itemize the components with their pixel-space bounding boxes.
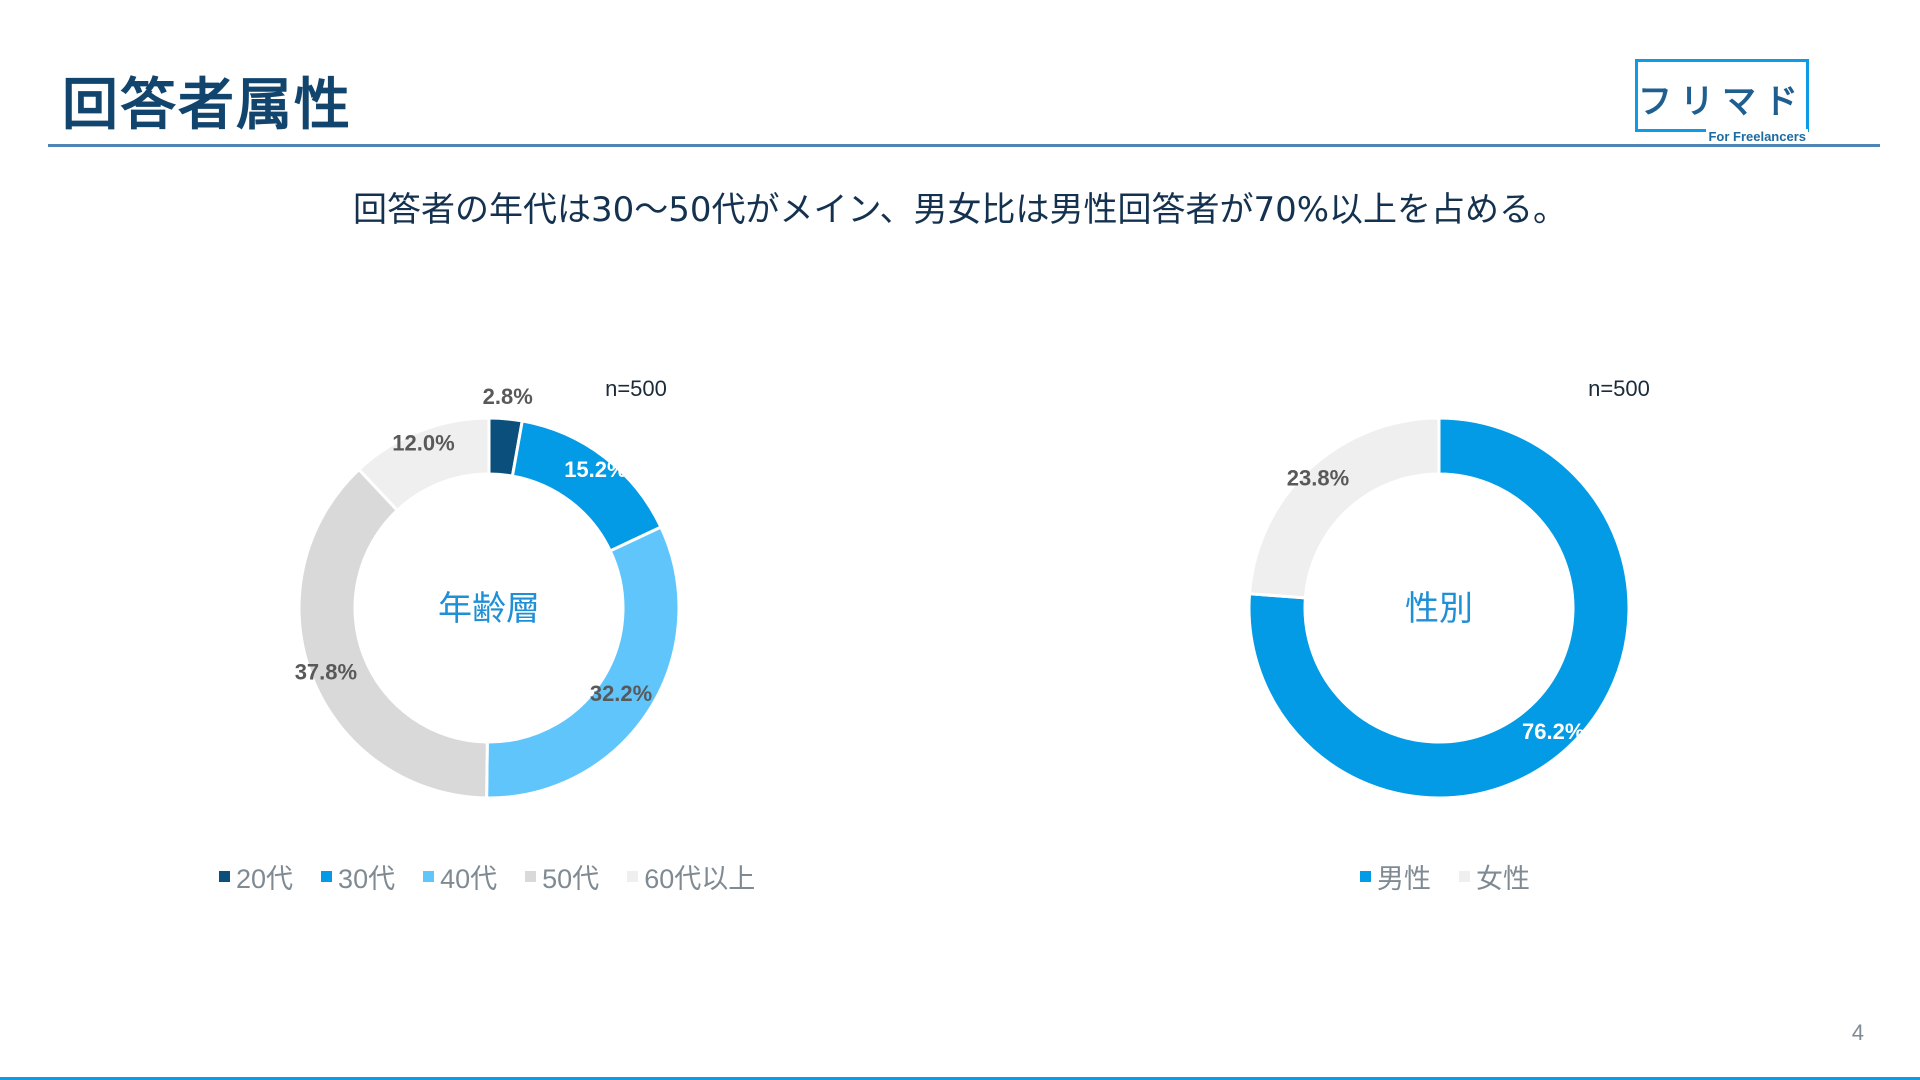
age-legend: 20代 30代 40代 50代 60代以上 (219, 857, 755, 896)
donut-segment-2 (485, 525, 681, 800)
legend-label: 20代 (236, 864, 294, 894)
legend-label: 30代 (338, 864, 396, 894)
legend-label: 女性 (1476, 864, 1530, 894)
slide-subtitle: 回答者の年代は30〜50代がメイン、男女比は男性回答者が70%以上を占める。 (352, 190, 1568, 230)
legend-item: 20代 (219, 857, 293, 896)
legend-label: 60代以上 (644, 864, 756, 894)
legend-item: 30代 (321, 857, 395, 896)
age-donut-chart: 2.8% 15.2% 32.2% 37.8% 12.0% 年齢層 n=500 (226, 360, 746, 900)
legend-swatch (525, 871, 537, 882)
legend-swatch (1459, 871, 1470, 882)
data-label-3: 37.8% (295, 659, 357, 684)
page-title: 回答者属性 (62, 73, 352, 138)
donut-segment-4 (356, 416, 491, 513)
legend-swatch (219, 871, 230, 882)
data-label-2: 32.2% (590, 681, 652, 706)
donut-segment-1 (510, 419, 663, 553)
legend-swatch (423, 871, 435, 882)
donut-center-title: 年齢層 (438, 589, 540, 629)
title-divider (48, 144, 1880, 147)
sample-size-note: n=500 (605, 376, 667, 401)
legend-item: 60代以上 (627, 857, 755, 896)
legend-swatch (321, 871, 333, 882)
data-label-0: 76.2% (1522, 719, 1584, 744)
gender-donut-chart: 76.2% 23.8% 性別 n=500 (1176, 360, 1696, 900)
legend-swatch (1360, 871, 1371, 882)
legend-label: 男性 (1377, 864, 1431, 894)
gender-legend: 男性 女性 (1360, 857, 1530, 896)
logo-wordmark: フリマド (1638, 82, 1806, 122)
legend-item: 女性 (1459, 857, 1530, 896)
donut-segment-3 (297, 467, 489, 800)
footer-divider (0, 1077, 1920, 1080)
donut-segment-0 (1247, 416, 1631, 800)
brand-logo: フリマド For Freelancers (1635, 59, 1809, 144)
data-label-0: 2.8% (483, 384, 533, 409)
data-label-1: 15.2% (564, 457, 626, 482)
legend-item: 50代 (525, 857, 599, 896)
legend-label: 50代 (542, 864, 600, 894)
data-label-4: 12.0% (392, 430, 454, 455)
page-number: 4 (1851, 1020, 1864, 1045)
data-label-1: 23.8% (1287, 465, 1349, 490)
donut-svg: 76.2% 23.8% 性別 n=500 (1247, 376, 1650, 800)
legend-item: 40代 (423, 857, 497, 896)
logo-tagline: For Freelancers (1706, 129, 1808, 144)
legend-label: 40代 (440, 864, 498, 894)
legend-item: 男性 (1360, 857, 1431, 896)
donut-center-title: 性別 (1405, 589, 1473, 629)
legend-swatch (627, 871, 639, 882)
donut-svg: 2.8% 15.2% 32.2% 37.8% 12.0% 年齢層 n=500 (295, 376, 681, 800)
donut-segment-1 (1247, 416, 1441, 600)
sample-size-note: n=500 (1588, 376, 1650, 401)
